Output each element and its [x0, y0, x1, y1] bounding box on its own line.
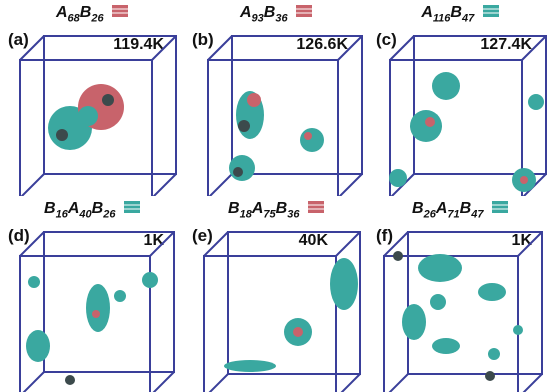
- panel-label: (a): [8, 30, 29, 49]
- panel-f: B26A71B47 (f) 1K: [368, 196, 552, 392]
- panel-label: (b): [192, 30, 214, 49]
- panel-label: (f): [376, 226, 393, 245]
- panel-b: A93B36 (b) 126.6K: [184, 0, 368, 196]
- panel-title: B16A40B26: [0, 200, 184, 220]
- panel-label: (d): [8, 226, 30, 245]
- temperature-label: 40K: [298, 232, 328, 249]
- cluster: [389, 72, 544, 192]
- cluster: [224, 258, 358, 372]
- temperature-label: 1K: [511, 232, 532, 249]
- simulation-box: [19, 231, 175, 392]
- temperature-label: 119.4K: [113, 36, 164, 53]
- stacked-molecule-icon: [112, 4, 129, 22]
- panel-title: B26A71B47: [368, 200, 552, 220]
- stacked-molecule-icon: [307, 200, 324, 218]
- stacked-molecule-icon: [491, 200, 508, 218]
- stacked-molecule-icon: [296, 4, 313, 22]
- panel-c: A116B47 (c) 127.4K: [368, 0, 552, 196]
- cluster: [26, 272, 158, 385]
- cluster: [229, 91, 324, 181]
- panel-a: A68B26 (a) 119.4K: [0, 0, 184, 196]
- stacked-molecule-icon: [482, 4, 499, 22]
- temperature-label: 126.6K: [296, 36, 348, 53]
- cluster: [48, 84, 124, 150]
- simulation-box: [383, 231, 543, 392]
- cluster: [393, 251, 523, 381]
- panel-title: B18A75B36: [184, 200, 368, 220]
- simulation-box: [19, 35, 177, 196]
- panel-title: A116B47: [368, 4, 552, 24]
- panel-d: B16A40B26 (d) 1K: [0, 196, 184, 392]
- temperature-label: 1K: [143, 232, 164, 249]
- panel-title: A68B26: [0, 4, 184, 24]
- simulation-box: [207, 35, 363, 196]
- temperature-label: 127.4K: [480, 36, 532, 53]
- panel-label: (c): [376, 30, 397, 49]
- panel-e: B18A75B36 (e) 40K: [184, 196, 368, 392]
- simulation-box: [389, 35, 547, 196]
- simulation-box: [203, 231, 361, 392]
- panel-title: A93B36: [184, 4, 368, 24]
- stacked-molecule-icon: [123, 200, 140, 218]
- panel-label: (e): [192, 226, 213, 245]
